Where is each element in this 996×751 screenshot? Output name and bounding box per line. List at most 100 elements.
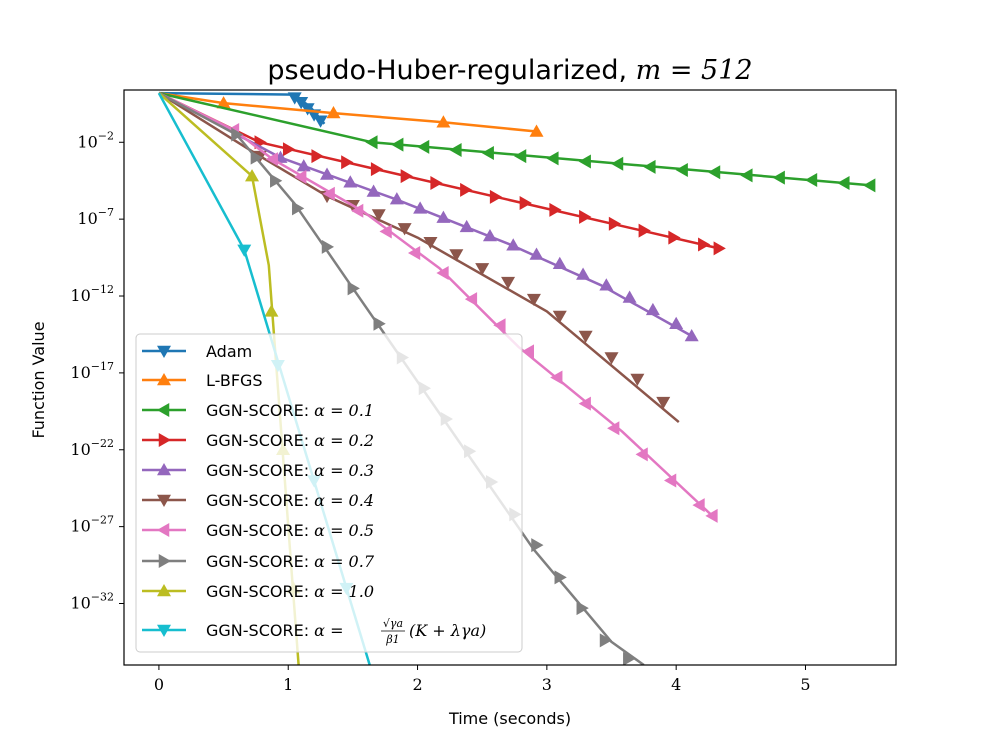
legend-swatch-marker bbox=[157, 494, 171, 507]
data-point bbox=[460, 182, 473, 197]
x-tick-label: 1 bbox=[283, 675, 293, 694]
legend-frac-den: β1 bbox=[385, 633, 399, 646]
legend-entry: GGN-SCORE: α = 1.0 bbox=[142, 582, 374, 601]
data-point bbox=[322, 186, 335, 201]
data-point bbox=[366, 184, 381, 197]
legend-frac-tail: (K + λγa) bbox=[409, 621, 486, 640]
data-point bbox=[365, 135, 378, 150]
data-point bbox=[417, 139, 430, 154]
data-point bbox=[264, 304, 279, 317]
data-point bbox=[321, 239, 335, 254]
x-tick-label: 4 bbox=[671, 675, 681, 694]
legend: Adam L-BFGS GGN-SCORE: α = 0.1 GGN-SCORE: α… bbox=[135, 333, 523, 653]
data-point bbox=[622, 290, 637, 303]
data-point bbox=[607, 421, 620, 436]
data-point bbox=[604, 352, 619, 365]
data-point bbox=[300, 103, 315, 116]
legend-label: GGN-SCORE: α = 0.2 bbox=[206, 431, 374, 450]
legend-swatch-marker bbox=[157, 373, 171, 386]
data-point bbox=[413, 201, 428, 214]
y-tick-label: 10−22 bbox=[70, 437, 114, 459]
data-point bbox=[481, 146, 494, 161]
data-point bbox=[296, 159, 311, 172]
data-point bbox=[397, 223, 412, 236]
legend-box bbox=[135, 333, 523, 653]
data-point bbox=[529, 247, 544, 260]
data-point bbox=[400, 169, 413, 184]
y-tick-label: 10−2 bbox=[77, 129, 114, 151]
data-point bbox=[464, 292, 478, 307]
data-point bbox=[250, 150, 263, 165]
data-point bbox=[313, 115, 328, 128]
data-point bbox=[521, 344, 535, 359]
data-point bbox=[311, 149, 324, 164]
legend-swatch-marker bbox=[157, 523, 170, 537]
data-point bbox=[270, 173, 283, 188]
x-tick-label: 0 bbox=[154, 675, 164, 694]
series-group bbox=[157, 91, 876, 665]
plot-frame bbox=[123, 89, 897, 666]
y-tick-label: 10−7 bbox=[77, 206, 114, 228]
series-4 bbox=[158, 91, 699, 342]
data-point bbox=[320, 167, 335, 180]
data-point bbox=[643, 159, 656, 174]
legend-entry: GGN-SCORE: α = 0.5 bbox=[142, 521, 374, 540]
y-tick-label: 10−12 bbox=[70, 283, 114, 305]
data-point bbox=[373, 316, 386, 331]
y-tick-label: 10−32 bbox=[70, 591, 114, 613]
data-point bbox=[287, 92, 302, 105]
legend-entry: L-BFGS bbox=[142, 371, 263, 390]
data-point bbox=[656, 396, 671, 410]
data-point bbox=[707, 165, 721, 180]
data-point bbox=[526, 293, 541, 307]
data-point bbox=[675, 162, 688, 177]
data-point bbox=[578, 330, 593, 343]
data-point bbox=[549, 202, 562, 217]
series-line bbox=[158, 91, 693, 338]
data-point bbox=[347, 281, 360, 296]
legend-swatch-marker bbox=[157, 584, 171, 597]
legend-swatch-marker bbox=[157, 345, 171, 358]
data-point bbox=[436, 115, 451, 128]
data-point bbox=[578, 396, 591, 411]
legend-label: L-BFGS bbox=[206, 371, 263, 390]
data-point bbox=[231, 127, 244, 142]
legend-swatch-marker bbox=[158, 433, 171, 447]
data-point bbox=[698, 237, 711, 252]
data-point bbox=[630, 373, 645, 387]
data-point bbox=[294, 169, 307, 184]
legend-label: GGN-SCORE: α = 0.3 bbox=[206, 461, 374, 480]
legend-entry: GGN-SCORE: α = 0.3 bbox=[142, 461, 374, 480]
data-point bbox=[265, 152, 278, 167]
data-point bbox=[391, 137, 404, 152]
data-point bbox=[576, 267, 591, 280]
legend-entry: GGN-SCORE: α = 0.7 bbox=[142, 552, 375, 571]
legend-label: GGN-SCORE: α = 1.0 bbox=[206, 582, 374, 601]
series-1 bbox=[158, 91, 544, 137]
x-axis-label: Time (seconds) bbox=[448, 709, 571, 728]
data-point bbox=[282, 142, 296, 157]
x-tick-label: 2 bbox=[412, 675, 422, 694]
data-point bbox=[370, 162, 384, 177]
data-point bbox=[599, 278, 614, 291]
data-point bbox=[550, 370, 563, 385]
data-point bbox=[837, 176, 850, 191]
data-point bbox=[459, 219, 474, 233]
legend-swatch-marker bbox=[157, 463, 171, 476]
data-point bbox=[772, 170, 785, 185]
series-0 bbox=[158, 91, 328, 128]
chart-title: pseudo-Huber-regularized, m = 512 bbox=[267, 55, 752, 86]
data-point bbox=[292, 201, 305, 216]
data-point bbox=[554, 570, 567, 585]
data-point bbox=[389, 192, 404, 205]
legend-frac-num: √γa bbox=[383, 617, 403, 630]
data-point bbox=[501, 276, 516, 290]
data-point bbox=[371, 209, 386, 222]
data-point bbox=[513, 149, 527, 164]
legend-swatch-marker bbox=[157, 403, 170, 417]
data-point bbox=[326, 106, 341, 119]
legend-entry: GGN-SCORE: α = √γa β1 (K + λγa) bbox=[142, 617, 486, 646]
data-point bbox=[684, 328, 699, 342]
